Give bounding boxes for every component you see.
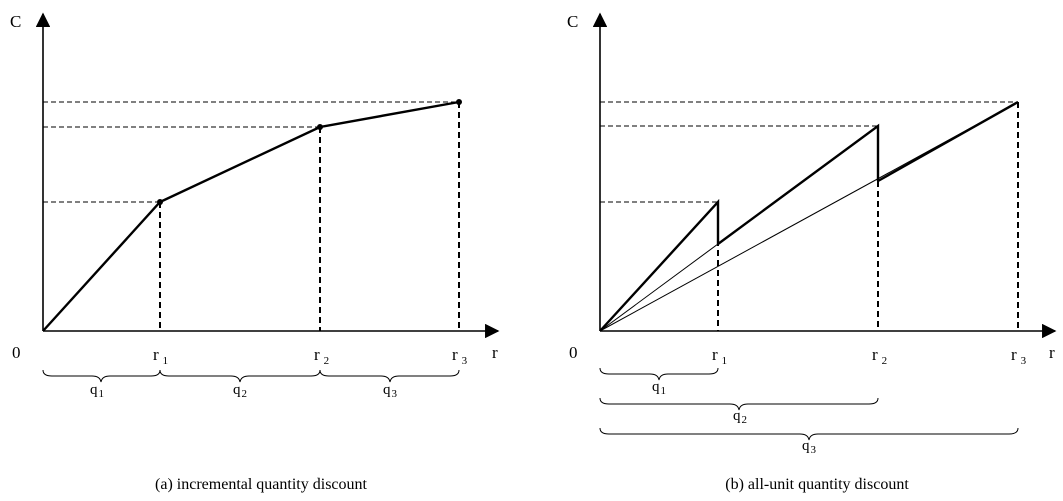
panel-a-brace-q1 (42, 369, 161, 383)
panel-b-q2-label: q2 (733, 408, 747, 426)
panel-b-q1-label: q1 (652, 379, 666, 397)
panel-a-point-r3 (456, 99, 462, 105)
panel-a-x-label: r (492, 343, 498, 362)
panel-a-cost-curve (42, 100, 460, 332)
panel-a-caption: (a) incremental quantity discount (155, 476, 367, 493)
panel-b-segment-1 (599, 198, 720, 332)
panel-b-caption: (b) all-unit quantity discount (725, 476, 909, 493)
panel-a-brace-q3 (319, 369, 460, 383)
panel-b-origin-label: 0 (569, 343, 578, 362)
panel-b-segment-2 (717, 123, 880, 245)
panel-b-segment-3 (877, 100, 1019, 183)
panel-a-q1-label: q1 (90, 382, 104, 400)
panel-b-y-label: C (567, 12, 578, 31)
panel-a-point-r2 (317, 124, 323, 130)
panel-a-q3-label: q3 (383, 382, 398, 400)
panel-a-q2-label: q2 (233, 382, 247, 400)
panel-b-x-label: r (1049, 343, 1055, 362)
panel-a-brace-q2 (159, 369, 321, 383)
panel-b-brace-q1 (599, 367, 719, 381)
panel-b-q3-label: q3 (802, 438, 817, 456)
panel-b-brace-q2 (599, 397, 879, 411)
panel-b-brace-q3 (599, 427, 1019, 441)
panel-a-origin-label: 0 (12, 343, 21, 362)
panel-a-y-label: C (10, 12, 21, 31)
panel-a-point-r1 (157, 199, 163, 205)
